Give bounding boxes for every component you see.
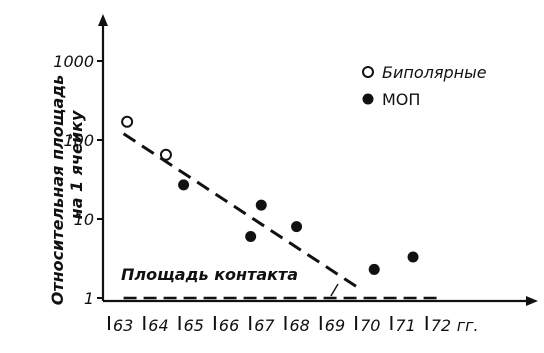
y-tick-label: 10 [74, 210, 94, 229]
y-axis-title-line-1: Относительная площадь [48, 75, 67, 306]
mos-point [291, 221, 303, 233]
x-ticks: 63 64 65 66 67 68 69 70 71 72 гг. [108, 316, 479, 335]
legend: Биполярные МОП [362, 63, 487, 109]
y-axis-title: Относительная площадь на 1 ячейку [48, 75, 86, 306]
x-tick-label: 65 [184, 316, 204, 335]
mos-point [407, 251, 419, 263]
y-tick-label: 1000 [53, 52, 94, 71]
contact-area-label: Площадь контакта [121, 265, 298, 284]
x-tick-label: 66 [219, 316, 239, 335]
bipolar-point [159, 148, 172, 161]
y-axis-title-line-2: на 1 ячейку [67, 110, 86, 219]
annotation-leader [330, 283, 339, 297]
x-tick-label: 63 [113, 316, 133, 335]
x-axis-arrow [526, 296, 538, 306]
mos-point [368, 263, 380, 275]
bipolar-point [121, 115, 134, 128]
legend-label-bipolar: Биполярные [382, 63, 487, 82]
annotation: Площадь контакта [121, 265, 339, 297]
x-tick-label: 64 [148, 316, 168, 335]
y-tick-label: 1 [84, 289, 94, 308]
legend-marker-mos [362, 93, 374, 105]
x-unit-label: гг. [457, 316, 479, 335]
mos-point [255, 199, 267, 211]
mos-point [245, 231, 257, 243]
x-tick-label: 70 [360, 316, 380, 335]
y-tick-label: 100 [63, 131, 94, 150]
legend-marker-bipolar [362, 66, 374, 78]
x-tick-label: 72 [431, 316, 451, 335]
y-ticks: 1 10 100 1000 [53, 52, 103, 308]
x-tick-label: 69 [325, 316, 345, 335]
y-axis-arrow [98, 14, 108, 26]
x-tick-label: 71 [395, 316, 415, 335]
x-tick-label: 67 [254, 316, 275, 335]
legend-label-mos: МОП [382, 90, 420, 109]
x-tick-label: 68 [290, 316, 310, 335]
points [121, 115, 419, 275]
axes [98, 14, 538, 306]
mos-point [178, 179, 190, 191]
